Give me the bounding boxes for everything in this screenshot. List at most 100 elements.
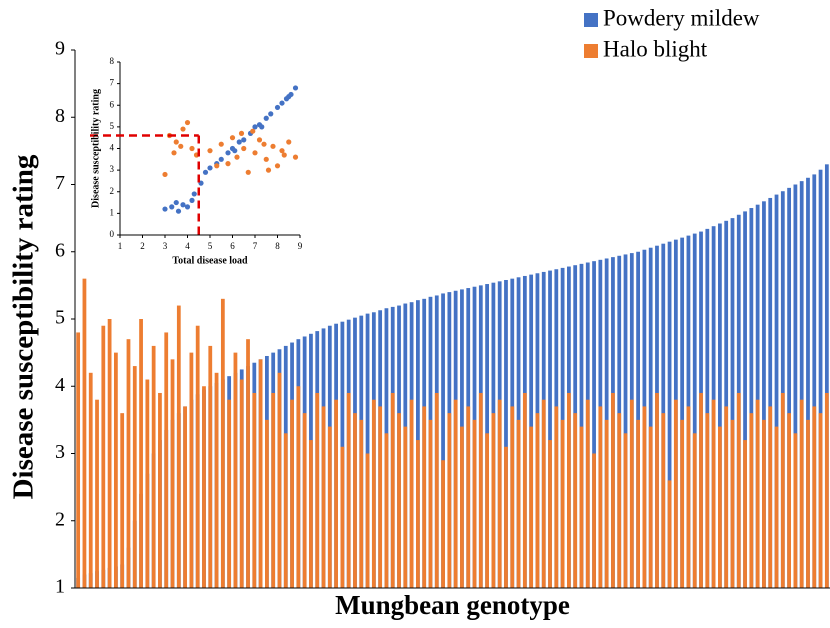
legend-label: Powdery mildew [603,5,760,30]
bar [680,419,685,588]
bar [812,406,817,588]
bar [755,204,760,589]
bar [585,399,590,588]
x-tick-label: 9 [298,241,303,251]
point [171,150,177,156]
point [180,126,186,132]
bar [592,261,596,588]
bar [806,177,810,588]
bar [787,413,791,588]
point [281,152,287,158]
y-tick-label: 6 [110,99,115,109]
x-tick-label: 4 [185,241,190,251]
point [169,204,175,210]
bar [510,406,515,588]
bar [818,169,823,588]
bar [548,440,552,588]
y-tick-label: 2 [55,508,65,530]
bar [579,426,584,588]
bar [611,392,615,588]
y-tick-label: 6 [55,239,65,261]
y-tick-label: 3 [55,441,65,463]
bar [220,298,225,588]
bar [799,181,804,588]
point [259,124,265,130]
bar [516,419,521,588]
point [191,191,197,197]
y-tick-label: 1 [110,207,115,217]
bar [579,263,584,588]
point [241,145,247,152]
point [184,204,191,210]
point [218,156,224,162]
bar [724,220,729,588]
bar [485,433,489,588]
legend-swatch [584,13,598,27]
bar [718,426,722,588]
bar [762,419,766,588]
bar [642,406,647,588]
point [250,128,256,134]
bar [743,211,747,588]
point [162,206,168,212]
point [286,94,292,100]
point [214,163,220,169]
point [238,130,245,136]
bar [441,460,445,588]
point [232,148,238,154]
bar [774,194,779,588]
bar [416,440,420,588]
y-axis-label: Disease susceptibility rating [8,154,40,499]
bar [76,332,81,588]
y-tick-label: 5 [110,121,115,131]
point [261,141,267,147]
bar [692,433,697,588]
point [245,169,251,175]
point [241,137,247,143]
point [252,124,258,130]
bar [793,184,798,588]
point [234,154,240,160]
bar [692,233,697,588]
bar [548,270,552,588]
bar [202,386,206,588]
bar [164,332,169,588]
point [268,111,274,117]
bar [497,399,502,588]
y-tick-label: 7 [110,78,115,88]
bar [768,406,773,588]
bar [655,392,659,588]
x-axis-label: Total disease load [172,255,248,266]
bar [384,433,389,588]
bar [667,480,672,588]
bar [151,345,156,588]
bar [346,392,351,588]
bar [409,399,414,588]
bar [176,305,181,588]
bar [749,413,754,588]
x-tick-label: 2 [140,241,145,251]
bar [422,406,427,588]
bar [522,392,527,588]
y-tick-label: 4 [55,374,65,396]
bar [309,440,313,588]
bar [667,241,672,588]
bar [705,228,710,588]
point [263,115,269,121]
bar [441,293,445,588]
point [225,161,231,167]
y-tick-label: 9 [55,38,65,60]
bar [390,392,395,588]
bar [334,399,338,588]
point [189,197,195,203]
bar [359,419,364,588]
bar [239,379,244,588]
bar [504,279,508,588]
bar [453,399,458,588]
bar [139,319,143,588]
bar [460,426,464,588]
bar [447,413,452,588]
y-axis-label: Disease susceptibility rating [90,89,101,208]
bar [673,399,678,588]
bar [371,399,376,588]
